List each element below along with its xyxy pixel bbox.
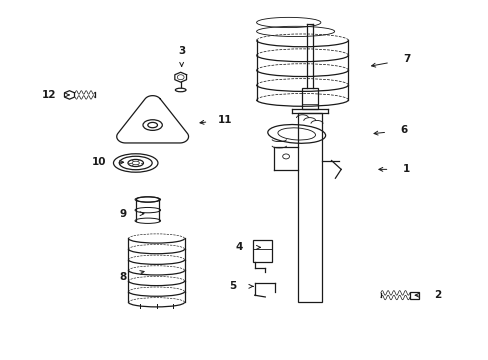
Text: 11: 11: [218, 115, 232, 125]
Text: 10: 10: [92, 157, 106, 167]
Bar: [297, 113, 321, 302]
Text: 9: 9: [119, 209, 126, 219]
Bar: [409, 292, 418, 299]
Text: 3: 3: [178, 46, 185, 56]
Text: 1: 1: [402, 165, 409, 174]
Text: 5: 5: [229, 281, 236, 291]
Text: 2: 2: [433, 290, 441, 300]
Bar: [301, 88, 317, 109]
Text: 12: 12: [41, 90, 56, 100]
Bar: [252, 240, 271, 261]
Text: 6: 6: [400, 125, 407, 135]
Text: 8: 8: [119, 273, 126, 283]
Text: 7: 7: [402, 54, 409, 64]
Text: 4: 4: [236, 242, 243, 252]
